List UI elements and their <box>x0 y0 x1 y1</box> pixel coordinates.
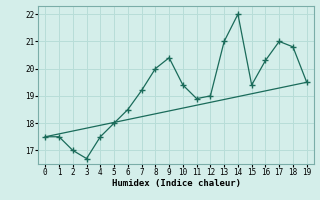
X-axis label: Humidex (Indice chaleur): Humidex (Indice chaleur) <box>111 179 241 188</box>
